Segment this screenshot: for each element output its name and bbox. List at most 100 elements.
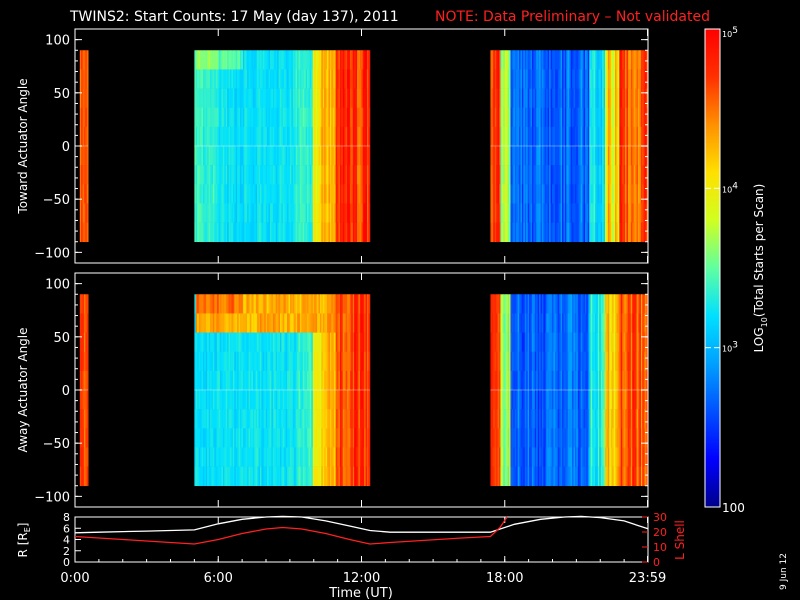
heatmap-cell (319, 126, 322, 147)
heatmap-cell (344, 165, 347, 185)
heatmap-cell (368, 409, 371, 429)
heatmap-cell (319, 203, 322, 223)
heatmap-cell (582, 390, 584, 410)
heatmap-cell (615, 222, 617, 243)
heatmap-cell (344, 50, 347, 70)
heatmap-cell (328, 126, 331, 147)
heatmap-cell (629, 332, 632, 353)
heatmap-cell (212, 69, 215, 89)
heatmap-cell (241, 203, 244, 223)
zero-angle-streak (79, 388, 89, 391)
heatmap-cell (358, 50, 361, 70)
heatmap-cell (514, 294, 517, 314)
heatmap-cell (304, 409, 307, 429)
heatmap-cell (517, 447, 520, 467)
heatmap-cell (197, 69, 200, 89)
heatmap-cell (82, 107, 85, 128)
heatmap-cell (268, 390, 271, 410)
heatmap-cell (308, 146, 311, 166)
heatmap-cell (501, 390, 504, 410)
heatmap-cell (202, 88, 205, 109)
heatmap-cell (629, 370, 632, 391)
heatmap-cell (235, 447, 238, 467)
heatmap-cell (197, 184, 200, 204)
heatmap-cell (289, 203, 292, 223)
heatmap-cell (623, 184, 626, 204)
heatmap-cell (307, 428, 309, 448)
heatmap-cell (331, 332, 334, 353)
heatmap-cell (334, 466, 337, 487)
heatmap-cell (194, 69, 197, 89)
heatmap-cell (247, 184, 249, 204)
heatmap-cell (499, 428, 501, 448)
heatmap-cell (242, 428, 245, 448)
heatmap-cell (347, 50, 349, 70)
heatmap-cell (510, 294, 513, 314)
heatmap-cell (531, 313, 534, 333)
heatmap-cell (358, 447, 361, 467)
heatmap-cell (275, 466, 278, 487)
heatmap-cell (364, 466, 366, 487)
heatmap-cell (510, 146, 513, 166)
heatmap-cell (212, 184, 215, 204)
heatmap-cell (285, 390, 288, 410)
heatmap-cell (537, 351, 540, 372)
heatmap-cell (615, 390, 617, 410)
heatmap-cell (312, 50, 315, 70)
heatmap-cell (364, 428, 366, 448)
heatmap-cell (83, 313, 86, 333)
heatmap-cell (596, 409, 599, 429)
heatmap-cell (278, 428, 281, 448)
heatmap-cell (586, 428, 589, 448)
heatmap-cell (342, 351, 345, 372)
heatmap-cell (208, 126, 211, 147)
heatmap-cell (600, 69, 603, 89)
heatmap-cell (623, 69, 626, 89)
heatmap-cell (82, 165, 85, 185)
heatmap-cell (327, 222, 329, 243)
heatmap-cell (536, 447, 539, 467)
heatmap-cell (237, 370, 240, 391)
heatmap-cell (267, 88, 269, 109)
heatmap-cell (521, 88, 524, 109)
heatmap-cell (325, 390, 328, 410)
heatmap-cell (349, 409, 352, 429)
heatmap-cell (79, 351, 82, 372)
heatmap-cell (83, 428, 86, 448)
heatmap-cell (248, 184, 251, 204)
heatmap-cell (361, 313, 364, 333)
heatmap-cell (630, 222, 633, 243)
heatmap-cell (324, 69, 327, 89)
heatmap-cell (308, 447, 311, 467)
heatmap-cell (572, 313, 574, 333)
heatmap-cell (506, 370, 509, 391)
heatmap-cell (490, 107, 493, 128)
heatmap-cell (510, 126, 513, 147)
heatmap-cell (204, 313, 207, 333)
heatmap-cell (285, 447, 288, 467)
heatmap-cell (640, 294, 643, 314)
heatmap-cell (245, 88, 248, 109)
heatmap-cell (609, 165, 612, 185)
heatmap-cell (362, 69, 365, 89)
heatmap-cell (329, 50, 332, 70)
heatmap-cell (534, 466, 537, 487)
heatmap-cell (207, 69, 210, 89)
heatmap-cell (509, 146, 511, 166)
heatmap-cell (248, 126, 251, 147)
heatmap-cell (198, 370, 201, 391)
heatmap-cell (547, 107, 550, 128)
heatmap-cell (279, 332, 282, 353)
heatmap-cell (365, 351, 368, 372)
heatmap-cell (328, 447, 331, 467)
heatmap-cell (232, 313, 235, 333)
heatmap-cell (642, 165, 645, 185)
heatmap-cell (314, 184, 317, 204)
heatmap-cell (629, 69, 632, 89)
heatmap-cell (530, 126, 533, 147)
heatmap-cell (616, 165, 619, 185)
heatmap-cell (257, 428, 259, 448)
heatmap-cell (527, 69, 530, 89)
heatmap-cell (516, 313, 519, 333)
heatmap-cell (238, 88, 241, 109)
